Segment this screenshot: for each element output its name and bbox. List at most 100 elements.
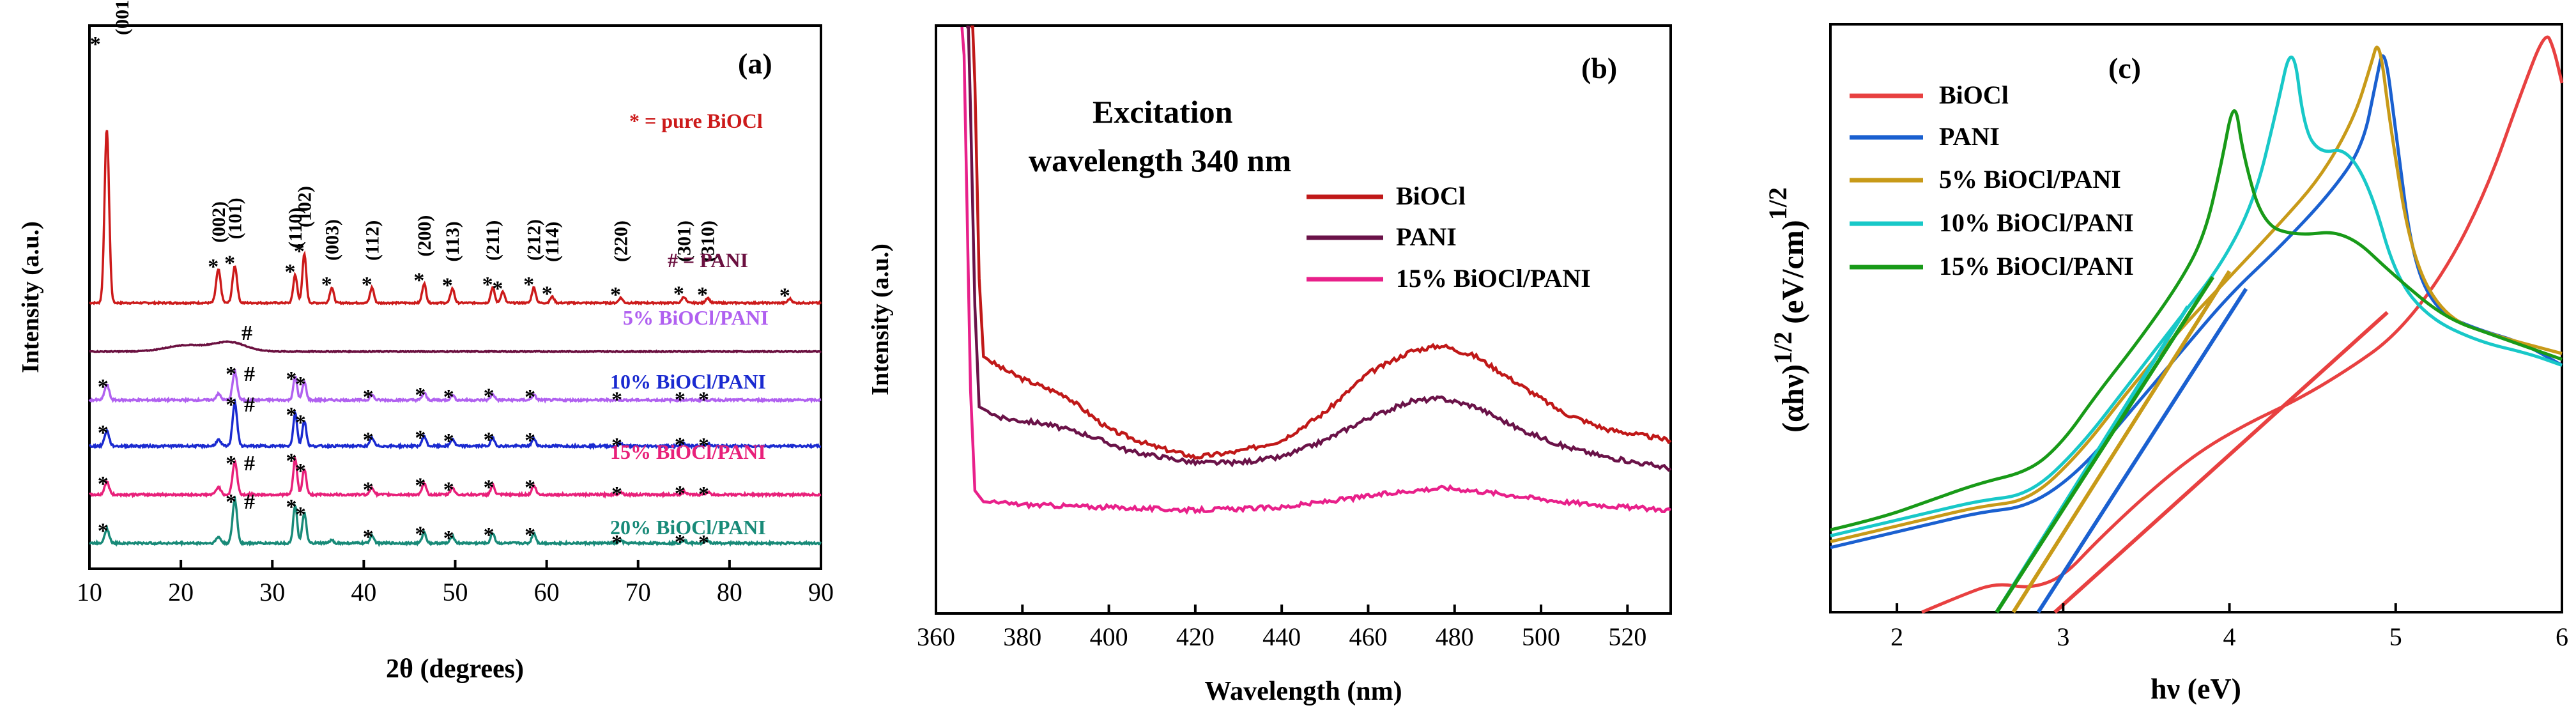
a-x-tick-label-80: 80 xyxy=(717,578,742,606)
xrd-curve-4 xyxy=(88,454,822,499)
hkl-label-102: (102) xyxy=(294,186,315,227)
legend-label-15: 15% BiOCl/PANI xyxy=(1396,264,1591,293)
bioc-star-14: * xyxy=(673,282,684,305)
xrd-curve-2 xyxy=(88,368,822,404)
panel-a-note-bioc: * = pure BiOCl xyxy=(629,109,763,132)
a-x-tick-label-70: 70 xyxy=(625,578,651,606)
hkl-label-003: (003) xyxy=(321,219,342,261)
composite-star-3-11: * xyxy=(698,434,709,458)
bioc-star-3: * xyxy=(285,260,296,284)
composite-star-5-6: * xyxy=(443,527,454,550)
b-x-tick-label-520: 520 xyxy=(1608,622,1646,651)
panel-b-pl: 360 380 400 420 440 460 480 500 520 (b) Excitati… xyxy=(867,24,1672,706)
xrd-curve-1 xyxy=(89,340,822,354)
panel-c-legend: BiOCl PANI 5% BiOCl/PANI 10% BiOCl/PANI … xyxy=(1850,81,2134,281)
panel-c-ylabel: (αhν)1/2 (eV/cm)1/2 xyxy=(1763,187,1810,433)
bioc-star-4: * xyxy=(294,240,305,263)
b-x-tick-label-420: 420 xyxy=(1176,622,1215,651)
a-x-tick-label-60: 60 xyxy=(534,578,560,606)
panel-a-ylabel: Intensity (a.u.) xyxy=(17,221,44,373)
c-x-tick-label-3: 3 xyxy=(2057,622,2069,651)
tauc-curve-3 xyxy=(1830,56,2563,537)
b-x-tick-label-380: 380 xyxy=(1003,622,1041,651)
panel-b-frame xyxy=(935,24,1672,615)
composite-star-3-6: * xyxy=(443,429,454,453)
panel-b-label: (b) xyxy=(1581,52,1617,84)
composite-star-3-10: * xyxy=(675,433,686,457)
composite-star-3-4: * xyxy=(363,428,374,452)
b-x-tick-label-460: 460 xyxy=(1349,622,1387,651)
composite-star-4-0: * xyxy=(98,472,109,496)
panel-a-xrd: (001) (002)(101) (110)(102) (003) (112) (200)… xyxy=(17,0,834,684)
pl-curve-1 xyxy=(966,25,1672,472)
composite-star-2-9: * xyxy=(611,388,622,412)
composite-star-5-4: * xyxy=(363,525,374,549)
composite-star-2-4: * xyxy=(363,385,374,409)
a-x-tick-label-20: 20 xyxy=(168,578,194,606)
composite-star-2-0: * xyxy=(98,375,109,399)
composite-star-2-2: * xyxy=(286,367,297,391)
composite-star-4-1: * xyxy=(226,452,236,475)
composite-star-5-10: * xyxy=(675,530,686,554)
composite-hash-4: # xyxy=(244,452,255,475)
composite-star-4-2: * xyxy=(286,449,297,473)
hkl-label-220: (220) xyxy=(611,220,632,262)
tauc-tangent-1 xyxy=(2036,288,2248,613)
composite-star-3-7: * xyxy=(484,428,494,452)
panel-c-label: (c) xyxy=(2108,52,2141,84)
bioc-star-0: * xyxy=(90,33,101,56)
bioc-star-11: * xyxy=(523,273,534,297)
hkl-label-301: (301) xyxy=(673,220,694,262)
b-x-tick-label-360: 360 xyxy=(917,622,955,651)
composite-star-3-9: * xyxy=(611,434,622,458)
composite-star-3-5: * xyxy=(415,426,425,450)
panel-a-series-label-10: 10% BiOCl/PANI xyxy=(610,370,766,393)
composite-star-2-10: * xyxy=(675,388,686,412)
hkl-label-112: (112) xyxy=(362,220,383,261)
composite-star-3-1: * xyxy=(226,393,236,417)
b-x-tick-label-400: 400 xyxy=(1090,622,1128,651)
b-x-tick-label-500: 500 xyxy=(1522,622,1560,651)
legend-c-label-10: 10% BiOCl/PANI xyxy=(1939,208,2134,237)
composite-star-3-2: * xyxy=(286,403,297,427)
composite-star-4-7: * xyxy=(484,476,494,500)
composite-star-2-3: * xyxy=(295,373,306,396)
panel-c-ylabel-main: (αhν) xyxy=(1776,364,1810,433)
hkl-label-211: (211) xyxy=(482,220,503,261)
tauc-tangent-4 xyxy=(1995,275,2215,613)
a-x-tick-label-50: 50 xyxy=(443,578,468,606)
bioc-star-7: * xyxy=(413,269,424,293)
c-x-tick-label-4: 4 xyxy=(2223,622,2236,651)
composite-star-5-5: * xyxy=(415,522,425,546)
hkl-label-310: (310) xyxy=(698,220,719,262)
panel-a-label: (a) xyxy=(738,47,772,80)
composite-star-5-2: * xyxy=(286,495,297,519)
pl-curve-2 xyxy=(960,26,1672,515)
bioc-star-13: * xyxy=(610,283,621,307)
composite-star-5-7: * xyxy=(484,523,494,547)
panel-b-annotation-line1: Excitation xyxy=(1092,94,1233,130)
hkl-label-200: (200) xyxy=(414,215,435,257)
composite-star-2-7: * xyxy=(484,384,494,408)
panel-a-series-label-20: 20% BiOCl/PANI xyxy=(610,516,766,539)
tauc-tangent-2 xyxy=(2011,270,2232,613)
panel-c-tauc: 2 3 4 5 6 (c) BiOCl PANI 5% BiOCl/PANI 10% B… xyxy=(1763,23,2568,705)
panel-a-series-label-5: 5% BiOCl/PANI xyxy=(623,306,769,329)
a-x-tick-label-10: 10 xyxy=(77,578,102,606)
composite-star-2-11: * xyxy=(698,388,709,412)
bioc-star-12: * xyxy=(542,282,553,305)
composite-star-5-1: * xyxy=(226,490,236,514)
c-x-tick-label-6: 6 xyxy=(2556,622,2568,651)
panel-a-note-pani: # = PANI xyxy=(668,249,748,272)
xrd-curve-3 xyxy=(88,398,822,451)
panel-b-ylabel: Intensity (a.u.) xyxy=(867,243,894,396)
bioc-star-6: * xyxy=(362,273,372,297)
panel-c-ylabel-sup1: 1/2 xyxy=(1768,332,1797,364)
composite-star-5-11: * xyxy=(698,531,709,555)
composite-star-5-9: * xyxy=(611,531,622,555)
composite-star-4-4: * xyxy=(363,478,374,502)
composite-star-5-3: * xyxy=(295,503,306,527)
panel-b-xlabel: Wavelength (nm) xyxy=(1204,677,1402,706)
pani-hash: # xyxy=(241,321,252,345)
